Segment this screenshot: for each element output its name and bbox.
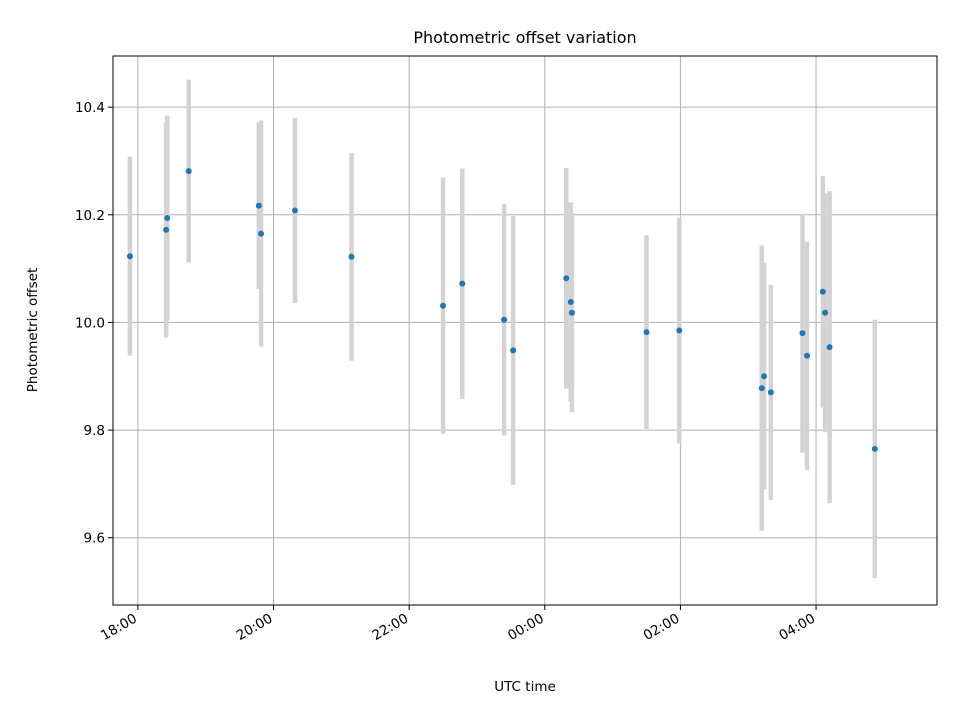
y-tick-label: 10.0: [75, 315, 105, 331]
data-point: [164, 215, 171, 222]
data-point: [258, 230, 265, 237]
data-point: [799, 330, 806, 337]
data-point: [126, 253, 133, 260]
data-point: [822, 309, 829, 316]
grid: [113, 56, 937, 605]
data-point: [568, 309, 575, 316]
data-point: [563, 275, 570, 282]
y-tick-label: 9.8: [84, 423, 105, 439]
data-point: [819, 288, 826, 295]
data-point: [501, 316, 508, 323]
data-point: [676, 327, 683, 334]
data-point: [767, 389, 774, 396]
data-point: [804, 352, 811, 359]
data-point: [440, 302, 447, 309]
x-axis-label: UTC time: [494, 679, 556, 695]
y-tick-label: 10.2: [75, 208, 105, 224]
data-point: [459, 280, 466, 287]
data-point: [255, 202, 262, 209]
data-points: [126, 168, 878, 452]
data-point: [291, 207, 298, 214]
y-axis-ticks: 9.6 9.8 10.0 10.2 10.4: [75, 100, 113, 547]
data-point: [185, 168, 192, 175]
data-point: [826, 344, 833, 351]
y-tick-label: 10.4: [75, 100, 105, 116]
data-point: [510, 347, 517, 354]
data-point: [758, 385, 765, 392]
data-point: [348, 253, 355, 260]
chart-title: Photometric offset variation: [413, 28, 636, 47]
y-axis-label: Photometric offset: [25, 268, 41, 392]
y-tick-label: 9.6: [84, 531, 105, 547]
plot-frame: [112, 55, 938, 606]
data-point: [643, 329, 650, 336]
data-point: [761, 373, 768, 380]
data-point: [871, 445, 878, 452]
data-point: [163, 226, 170, 233]
data-point: [567, 298, 574, 305]
